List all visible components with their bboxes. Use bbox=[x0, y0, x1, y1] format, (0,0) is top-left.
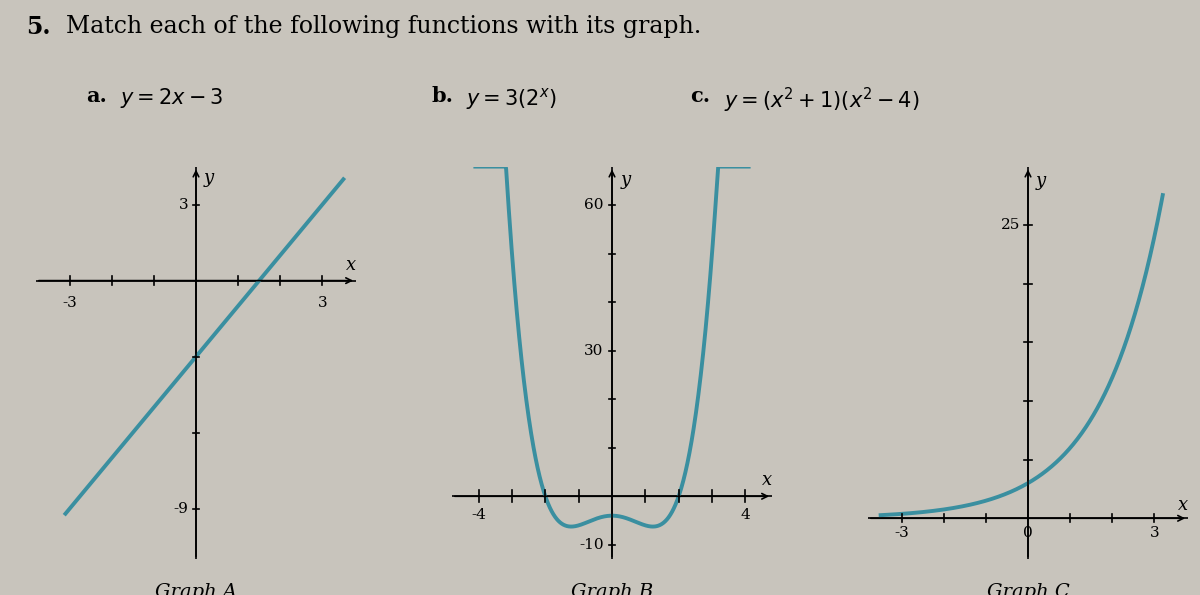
Text: Graph C: Graph C bbox=[986, 583, 1069, 595]
Text: -10: -10 bbox=[580, 538, 604, 552]
Text: $y = 3(2^x)$: $y = 3(2^x)$ bbox=[466, 86, 557, 112]
Text: c.: c. bbox=[690, 86, 710, 107]
Text: y: y bbox=[1036, 173, 1045, 190]
Text: -3: -3 bbox=[894, 527, 910, 540]
Text: Graph A: Graph A bbox=[155, 583, 236, 595]
Text: 25: 25 bbox=[1001, 218, 1020, 232]
Text: 3: 3 bbox=[179, 198, 188, 212]
Text: x: x bbox=[762, 471, 772, 489]
Text: x: x bbox=[346, 256, 356, 274]
Text: a.: a. bbox=[86, 86, 107, 107]
Text: -9: -9 bbox=[174, 502, 188, 516]
Text: $y = 2x - 3$: $y = 2x - 3$ bbox=[120, 86, 223, 110]
Text: x: x bbox=[1178, 496, 1188, 513]
Text: -3: -3 bbox=[62, 296, 77, 310]
Text: 3: 3 bbox=[1150, 527, 1159, 540]
Text: b.: b. bbox=[432, 86, 454, 107]
Text: y: y bbox=[620, 171, 630, 189]
Text: y: y bbox=[204, 169, 214, 187]
Text: 30: 30 bbox=[584, 344, 604, 358]
Text: 3: 3 bbox=[318, 296, 328, 310]
Text: -4: -4 bbox=[472, 508, 486, 522]
Text: 0: 0 bbox=[1024, 527, 1033, 540]
Text: Match each of the following functions with its graph.: Match each of the following functions wi… bbox=[66, 15, 701, 38]
Text: 4: 4 bbox=[740, 508, 750, 522]
Text: 5.: 5. bbox=[26, 15, 50, 39]
Text: 60: 60 bbox=[584, 198, 604, 212]
Text: $y = (x^2 + 1)(x^2 - 4)$: $y = (x^2 + 1)(x^2 - 4)$ bbox=[724, 86, 919, 115]
Text: Graph B: Graph B bbox=[571, 583, 653, 595]
